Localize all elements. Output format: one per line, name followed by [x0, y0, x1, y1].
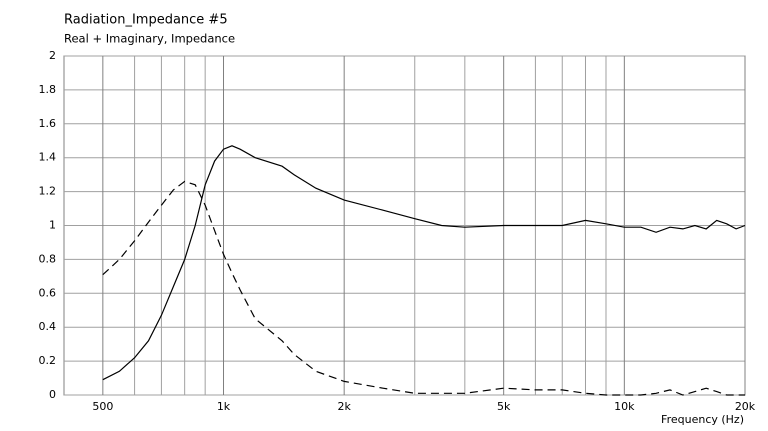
y-tick-label: 1.2: [39, 185, 57, 198]
x-tick-label: 2k: [337, 400, 351, 413]
x-axis-label: Frequency (Hz): [661, 413, 744, 426]
series-line: [102, 180, 745, 396]
x-tick-label: 10k: [614, 400, 635, 413]
y-tick-label: 2: [49, 49, 56, 62]
series-line: [102, 145, 746, 381]
y-tick-label: 0.4: [39, 320, 57, 333]
y-tick-label: 0.8: [39, 252, 57, 265]
y-tick-label: 0: [49, 388, 56, 401]
chart-title: Radiation_Impedance #5: [64, 13, 228, 28]
x-tick-label: 1k: [217, 400, 231, 413]
y-tick-label: 1.8: [39, 83, 57, 96]
x-tick-label: 5k: [497, 400, 511, 413]
chart-subtitle: Real + Imaginary, Impedance: [64, 32, 235, 46]
x-tick-label: 500: [92, 400, 113, 413]
y-tick-label: 1.6: [39, 117, 57, 130]
y-tick-label: 1: [49, 219, 56, 232]
y-tick-label: 1.4: [39, 151, 57, 164]
y-tick-label: 0.6: [39, 286, 57, 299]
x-tick-label: 20k: [735, 400, 756, 413]
y-tick-label: 0.2: [39, 354, 57, 367]
